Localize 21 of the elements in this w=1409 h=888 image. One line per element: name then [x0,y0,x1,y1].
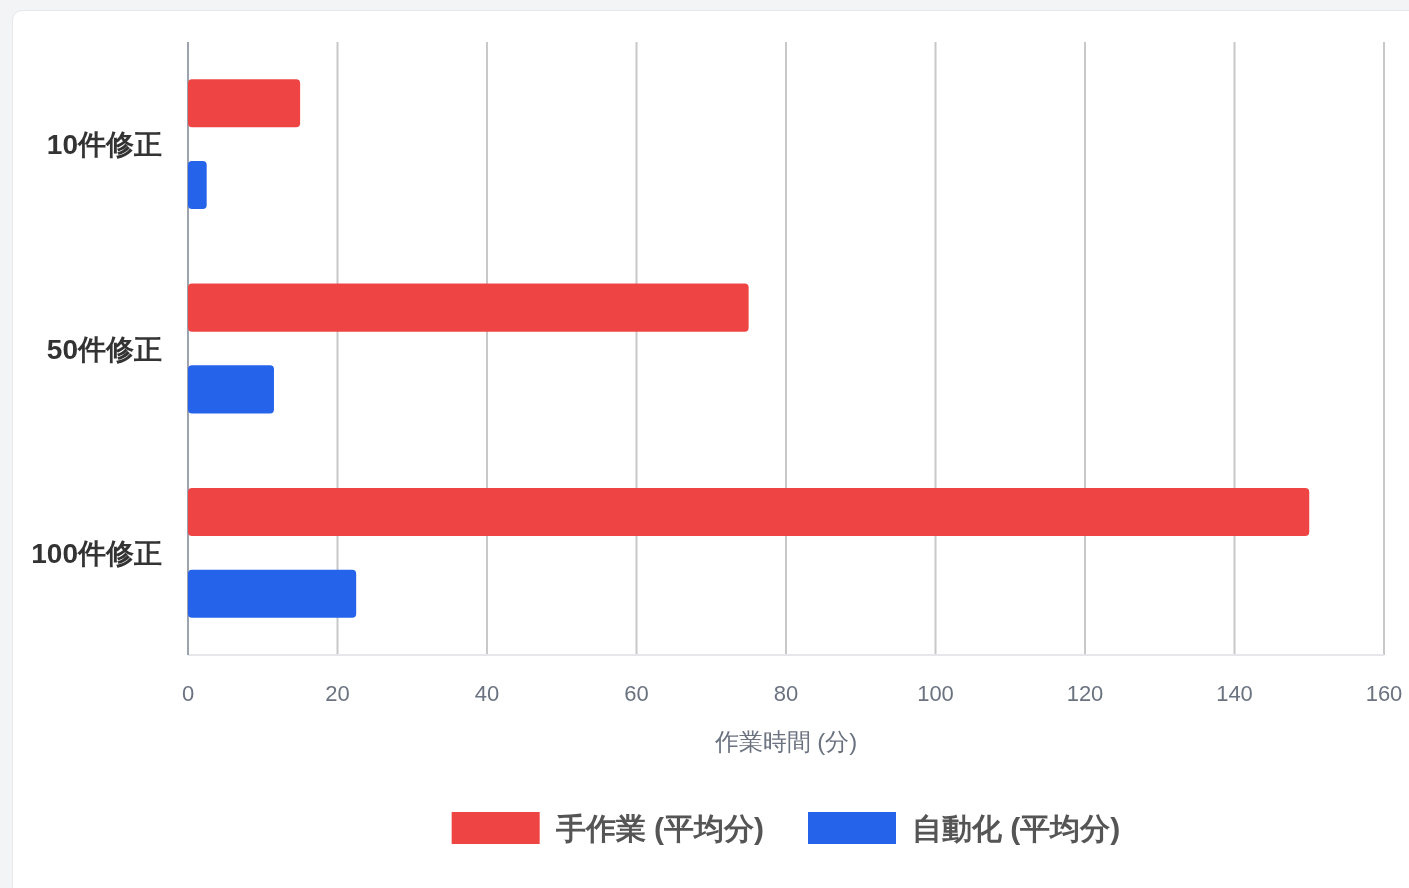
bar [188,161,207,210]
bar [188,569,357,618]
legend-label: 手作業 (平均分) [554,812,764,845]
x-tick-label: 120 [1066,681,1104,706]
x-tick-label: 160 [1365,681,1403,706]
bar [188,487,1310,536]
x-axis-title: 作業時間 (分) [713,728,858,755]
y-tick-label: 10件修正 [46,129,162,161]
x-tick-label: 20 [325,681,350,706]
x-tick-label: 40 [474,681,500,706]
bar [188,79,301,128]
x-tick-label: 0 [181,681,195,706]
y-tick-label: 100件修正 [31,537,162,569]
x-tick-label: 100 [917,681,954,706]
x-tick-label: 80 [773,681,799,706]
x-tick-label: 60 [624,681,649,706]
bar [188,365,274,414]
y-tick-label: 50件修正 [46,333,162,365]
x-tick-label: 140 [1216,681,1253,706]
bar [188,283,749,332]
legend-label: 自動化 (平均分) [912,812,1121,845]
